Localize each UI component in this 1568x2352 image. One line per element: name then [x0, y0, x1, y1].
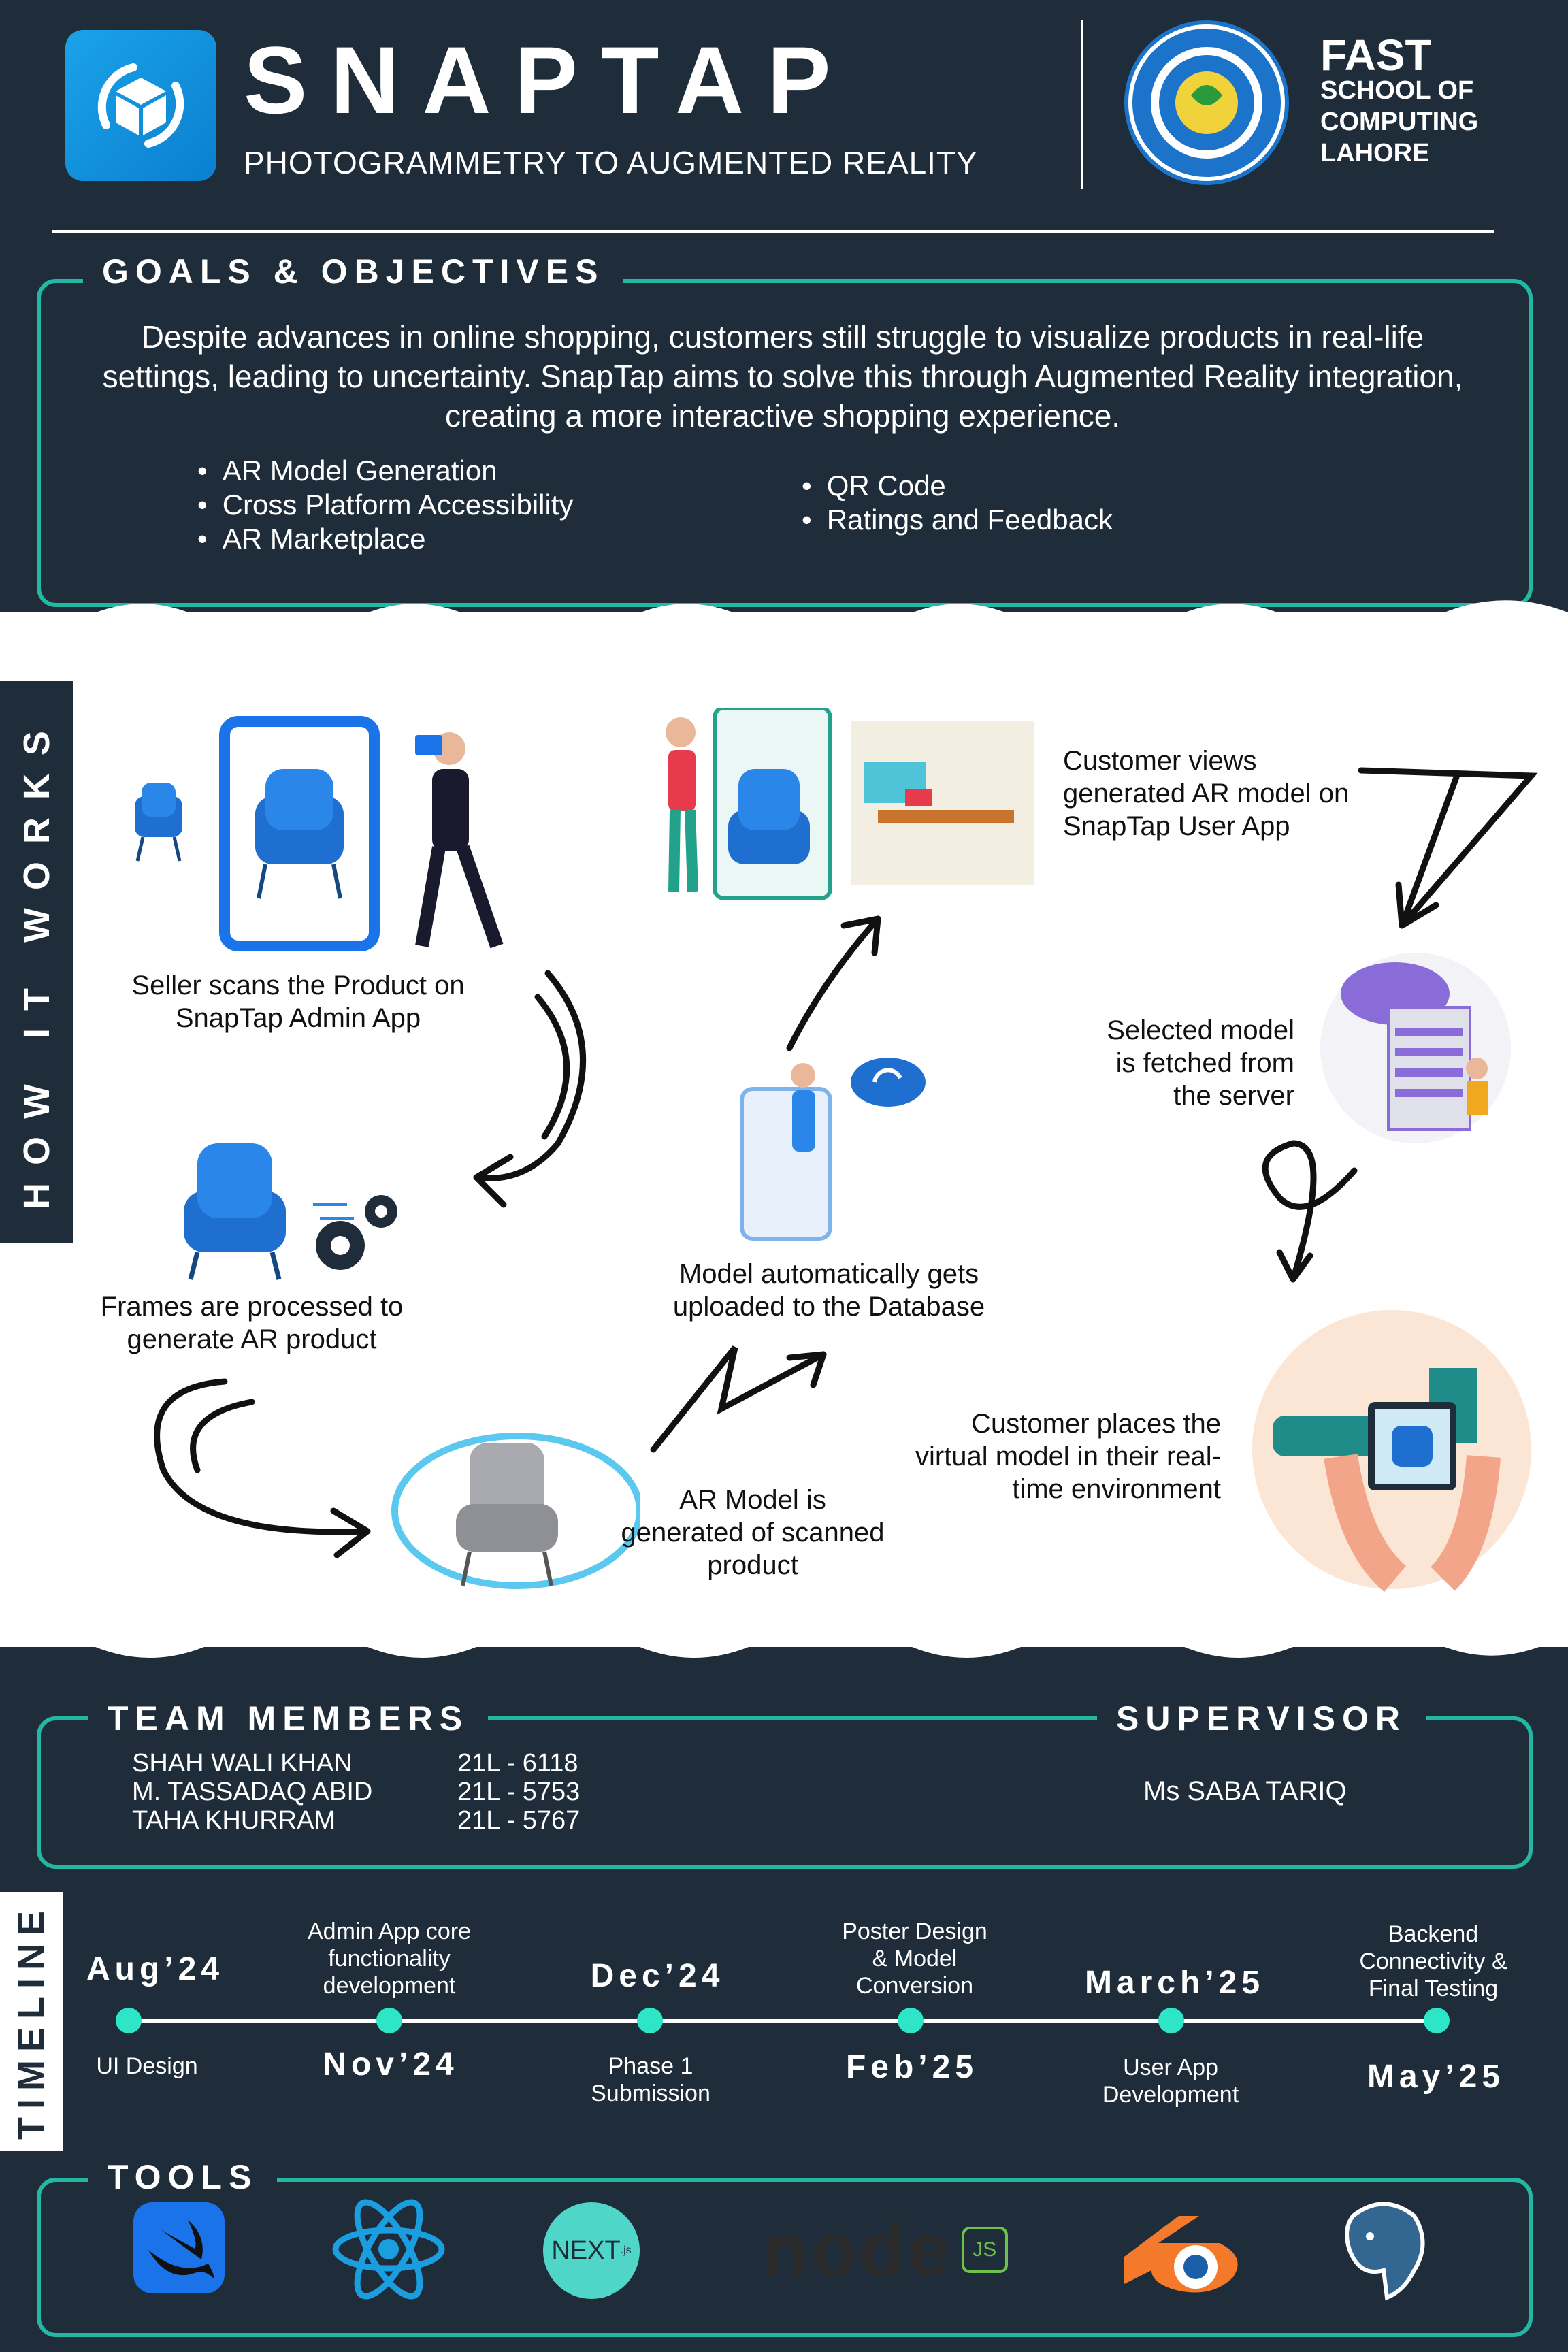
arrow-icon: [650, 1345, 827, 1453]
app-logo: [65, 30, 216, 181]
milestone-label: Admin App core functionality development: [307, 1918, 472, 1999]
react-icon: [332, 2199, 445, 2300]
milestone-label: User App Development: [1102, 2055, 1239, 2108]
arrows-icon: [313, 1203, 354, 1220]
wireframe-chair-icon: [456, 1443, 558, 1586]
server-illustration: [1320, 953, 1511, 1143]
milestone-date: Feb’25: [845, 2049, 979, 2085]
university-seal: [1124, 20, 1289, 185]
goals-heading: GOALS & OBJECTIVES: [83, 252, 624, 291]
arrow-icon: [1358, 767, 1538, 928]
institution-line: LAHORE: [1320, 139, 1430, 167]
hand-icon: [1324, 1454, 1407, 1592]
milestone-label: Poster Design & Model Conversion: [842, 1918, 987, 1999]
scan-illustration: [135, 716, 504, 951]
team-panel: [37, 1716, 1533, 1869]
generate-illustration: [391, 1433, 640, 1589]
cloud-sync-icon: [851, 1058, 926, 1107]
timeline-dot: [116, 2008, 142, 2034]
timeline-dot: [637, 2008, 663, 2034]
page-title: SNAPTAP: [244, 27, 854, 133]
supervisor-heading: SUPERVISOR: [1097, 1699, 1426, 1738]
arrow-icon: [154, 1378, 371, 1535]
member-id: 21L - 5753: [457, 1778, 581, 1806]
chair-icon: [135, 783, 182, 862]
chair-icon: [1392, 1426, 1433, 1467]
milestone-date: May’25: [1367, 2059, 1505, 2095]
member-name: TAHA KHURRAM: [132, 1806, 336, 1835]
arrow-icon: [473, 970, 587, 1181]
wave-top: [0, 600, 1568, 667]
arrow-icon: [1262, 1140, 1358, 1283]
arrow-icon: [786, 915, 881, 1051]
person-icon: [666, 717, 698, 892]
view-illustration: [666, 708, 1034, 900]
goals-panel: [37, 279, 1533, 607]
person-icon: [1466, 1058, 1488, 1079]
goals-paragraph: Despite advances in online shopping, cus…: [102, 319, 1463, 434]
upload-illustration: [740, 1058, 926, 1241]
goal-bullet: Ratings and Feedback: [802, 504, 1113, 536]
supervisor-name: Ms SABA TARIQ: [1143, 1776, 1347, 1806]
timeline-dot: [376, 2008, 402, 2034]
member-id: 21L - 5767: [457, 1806, 581, 1835]
flow-arrows: [154, 767, 1538, 1558]
header-separator: [52, 230, 1494, 233]
goal-bullet: AR Model Generation: [197, 455, 497, 487]
timeline-line: [128, 2019, 1437, 2023]
milestone-date: Dec’24: [590, 1958, 725, 1994]
member-name: M. TASSADAQ ABID: [132, 1778, 373, 1806]
header-divider: [1081, 20, 1083, 189]
milestone-label: Phase 1 Submission: [591, 2053, 710, 2106]
place-illustration: [1252, 1310, 1531, 1592]
person-icon: [791, 1063, 815, 1088]
wave-bottom: [0, 1592, 1568, 1658]
step-scan-caption: Seller scans the Product on SnapTap Admi…: [131, 970, 465, 1033]
step-view-caption: Customer views generated AR model on Sna…: [1063, 746, 1350, 841]
cube-rotate-icon: [97, 63, 184, 148]
sofa: [1273, 1416, 1388, 1456]
goal-bullet: AR Marketplace: [197, 523, 426, 555]
timeline-tab: [0, 1892, 63, 2151]
milestone-date: Aug’24: [86, 1951, 225, 1987]
timeline-dot: [1158, 2008, 1184, 2034]
tools-panel: [37, 2178, 1533, 2337]
postgresql-icon: [1345, 2202, 1425, 2301]
swift-icon: [133, 2202, 225, 2293]
nextjs-icon: NEXT .js: [543, 2202, 640, 2299]
team-heading: TEAM MEMBERS: [88, 1699, 489, 1738]
hand-icon: [1430, 1455, 1501, 1591]
chair-icon: [728, 769, 810, 864]
step-process-caption: Frames are processed to generate AR prod…: [100, 1292, 404, 1354]
institution-line: COMPUTING: [1320, 108, 1479, 136]
milestone-date: Nov’24: [323, 2046, 459, 2082]
milestone-label: Backend Connectivity & Final Testing: [1359, 1921, 1507, 2002]
chair-icon: [255, 769, 344, 899]
process-illustration: [184, 1143, 397, 1280]
timeline-heading: TIMELINE: [11, 1903, 52, 2140]
blender-icon: [1124, 2216, 1238, 2293]
tools-heading: TOOLS: [88, 2157, 278, 2197]
gear-icon: [316, 1195, 397, 1270]
institution-line: SCHOOL OF: [1320, 76, 1474, 105]
timeline-dot: [1424, 2008, 1450, 2034]
step-fetch-caption: Selected model is fetched from the serve…: [1107, 1015, 1294, 1111]
person-icon: [415, 732, 504, 949]
how-it-works-tab: [0, 681, 74, 1243]
member-id: 21L - 6118: [457, 1749, 578, 1778]
page-subtitle: PHOTOGRAMMETRY TO AUGMENTED REALITY: [244, 145, 978, 180]
timeline-dot: [898, 2008, 924, 2034]
institution-name: FAST: [1320, 31, 1432, 80]
step-place-caption: Customer places the virtual model in the…: [915, 1409, 1221, 1504]
milestone-date: March’25: [1084, 1965, 1265, 2001]
step-upload-caption: Model automatically gets uploaded to the…: [672, 1259, 985, 1322]
goal-bullet: QR Code: [802, 470, 946, 502]
goal-bullet: Cross Platform Accessibility: [197, 489, 574, 521]
step-generate-caption: AR Model is generated of scanned product: [621, 1485, 885, 1580]
milestone-label: UI Design: [96, 2053, 198, 2079]
nodejs-icon: node JS: [762, 2208, 1008, 2292]
chair-icon: [184, 1143, 286, 1280]
member-name: SHAH WALI KHAN: [132, 1749, 353, 1778]
